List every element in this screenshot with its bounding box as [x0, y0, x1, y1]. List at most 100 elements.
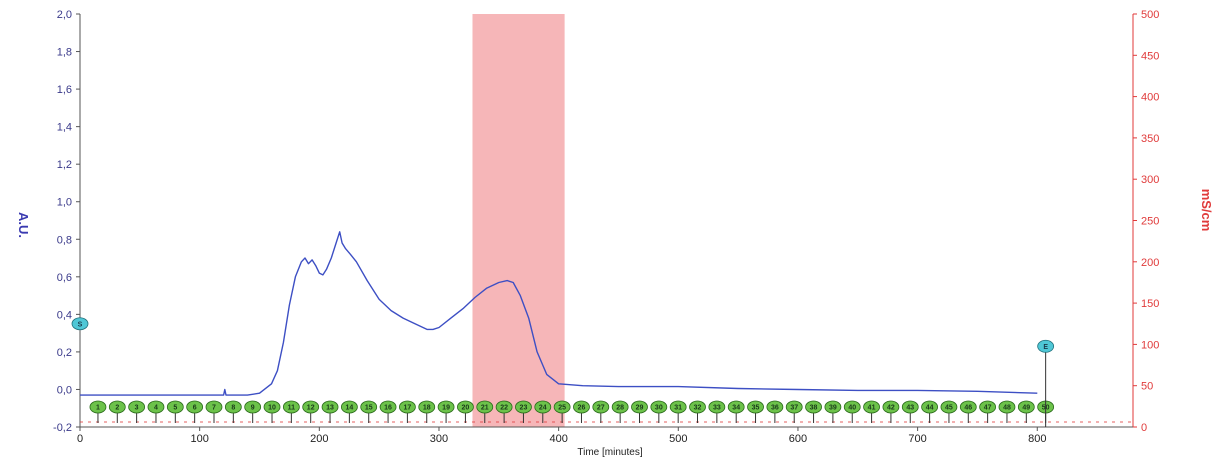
- axes-layer: -0,20,00,20,40,60,81,01,21,41,61,82,0050…: [53, 9, 1159, 445]
- fraction-label: 22: [500, 405, 508, 412]
- x-tick-label: 0: [77, 433, 83, 445]
- fraction-label: 39: [829, 405, 837, 412]
- fraction-marker: [921, 400, 939, 414]
- series-layer: [80, 231, 1038, 396]
- y-right-tick-label: 500: [1141, 9, 1159, 21]
- fraction-label: 40: [848, 405, 856, 412]
- fraction-label: 8: [231, 405, 235, 412]
- fraction-label: 7: [212, 405, 216, 412]
- fraction-marker: [437, 400, 455, 414]
- fraction-label: 12: [307, 405, 315, 412]
- fraction-label: 20: [462, 405, 470, 412]
- fraction-marker: [128, 400, 146, 414]
- y-right-tick-label: 350: [1141, 133, 1159, 145]
- marker-label: S: [78, 321, 83, 328]
- fraction-label: 28: [616, 405, 624, 412]
- fraction-label: 21: [481, 405, 489, 412]
- fraction-label: 16: [384, 405, 392, 412]
- fraction-label: 34: [732, 405, 740, 412]
- y-right-tick-label: 300: [1141, 174, 1159, 186]
- fraction-marker: [418, 400, 436, 414]
- fraction-label: 46: [964, 405, 972, 412]
- fraction-label: 49: [1022, 405, 1030, 412]
- x-tick-label: 600: [789, 433, 807, 445]
- fraction-marker: [824, 400, 842, 414]
- fraction-label: 2: [115, 405, 119, 412]
- fraction-label: 25: [558, 405, 566, 412]
- y-left-tick-label: 1,8: [57, 47, 72, 59]
- fraction-label: 5: [173, 405, 177, 412]
- fraction-marker: [108, 400, 126, 414]
- y-left-tick-label: 1,6: [57, 84, 72, 96]
- fraction-label: 31: [674, 405, 682, 412]
- fraction-marker: [863, 400, 880, 414]
- y-left-tick-label: 1,4: [57, 122, 72, 134]
- fraction-marker: [379, 400, 397, 414]
- fraction-marker: [340, 400, 358, 414]
- fraction-label: 44: [926, 405, 934, 412]
- x-tick-label: 700: [908, 433, 926, 445]
- y-right-tick-label: 400: [1141, 92, 1159, 104]
- x-axis-label: Time [minutes]: [577, 447, 642, 458]
- fraction-marker: [263, 400, 281, 414]
- fraction-marker: [727, 400, 745, 414]
- fraction-marker: [708, 400, 726, 414]
- fraction-collector-layer: 1 2 3 4 5 6 7 8 9 10 11 12 13 14 15 16 17 18 19 20 21 22 23 24 2…: [89, 400, 1055, 423]
- fraction-marker: [224, 400, 242, 414]
- fraction-label: 24: [539, 405, 547, 412]
- fraction-label: 32: [694, 405, 702, 412]
- fraction-marker: [805, 400, 822, 414]
- fraction-label: 37: [790, 405, 798, 412]
- fraction-marker: [766, 400, 784, 414]
- fraction-marker: [689, 400, 706, 414]
- fraction-marker: [592, 400, 610, 414]
- fraction-marker: [843, 400, 861, 414]
- fraction-marker: [785, 400, 803, 414]
- fraction-marker: [147, 400, 165, 414]
- fraction-marker: [457, 400, 474, 414]
- fraction-label: 43: [906, 405, 914, 412]
- fraction-marker: [669, 400, 687, 414]
- fraction-label: 17: [404, 405, 412, 412]
- y-right-tick-label: 50: [1141, 381, 1153, 393]
- fraction-marker: [1017, 400, 1035, 414]
- y-right-tick-label: 0: [1141, 422, 1147, 434]
- fraction-label: 38: [810, 405, 818, 412]
- fraction-marker: [321, 400, 339, 414]
- fraction-marker: [901, 400, 919, 414]
- fraction-marker: [282, 400, 300, 414]
- x-tick-label: 200: [310, 433, 328, 445]
- fraction-marker: [399, 400, 416, 414]
- fraction-label: 33: [713, 405, 721, 412]
- highlight-region: [472, 14, 565, 427]
- highlight-layer: [472, 14, 565, 427]
- fraction-marker: [959, 400, 977, 414]
- fraction-marker: [553, 400, 571, 414]
- fraction-label: 1: [96, 405, 100, 412]
- fraction-label: 47: [984, 405, 992, 412]
- x-tick-label: 400: [549, 433, 567, 445]
- absorbance-line: [80, 231, 1038, 396]
- fraction-marker: [534, 400, 552, 414]
- x-tick-label: 100: [190, 433, 208, 445]
- y-right-tick-label: 100: [1141, 339, 1159, 351]
- y-left-tick-label: 2,0: [57, 9, 72, 21]
- fraction-label: 30: [655, 405, 663, 412]
- y-left-tick-label: 0,8: [57, 234, 72, 246]
- fraction-label: 15: [365, 405, 373, 412]
- fraction-label: 19: [442, 405, 450, 412]
- fraction-label: 4: [154, 405, 158, 412]
- fraction-label: 10: [268, 405, 276, 412]
- fraction-label: 13: [326, 405, 334, 412]
- start-marker: [71, 317, 89, 331]
- y-right-tick-label: 200: [1141, 257, 1159, 269]
- fraction-marker: [650, 400, 668, 414]
- fraction-marker: [747, 400, 764, 414]
- fraction-marker: [998, 400, 1016, 414]
- fraction-marker: [205, 400, 223, 414]
- fraction-marker: [979, 400, 997, 414]
- fraction-marker: [882, 400, 900, 414]
- fraction-label: 42: [887, 405, 895, 412]
